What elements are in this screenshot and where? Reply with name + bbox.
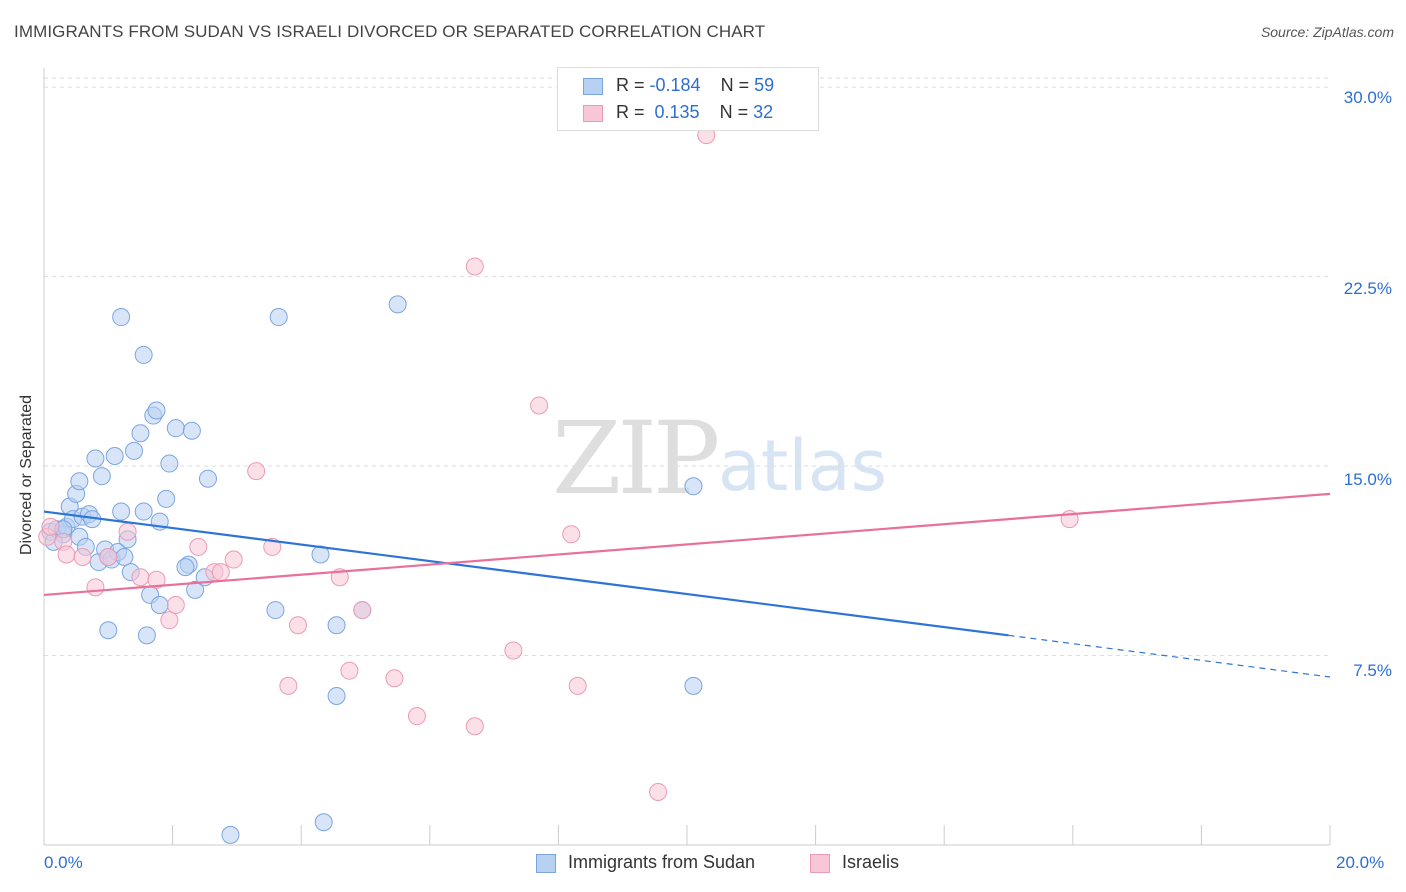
sudan-point-51 [221,825,240,844]
israelis-n-label: N = [719,102,754,122]
israelis-point-21 [340,661,359,680]
israelis-point-3 [57,545,76,564]
israelis-point-10 [160,611,179,630]
israelis-point-28 [530,396,549,415]
sudan-n-value: 59 [754,75,775,95]
israelis-point-4 [73,548,92,567]
sudan-point-48 [388,295,407,314]
israelis-point-16 [247,462,266,481]
israelis-point-29 [562,525,581,544]
sudan-point-35 [166,419,185,438]
israelis-point-31 [649,782,668,801]
israelis-point-17 [263,537,282,556]
sudan-point-45 [112,308,131,327]
y-tick-22-5: 22.5% [1343,279,1392,298]
sudan-point-17 [99,621,118,640]
israelis-r-value: 0.135 [649,102,700,122]
sudan-point-25 [125,441,144,460]
sudan-swatch [583,78,603,95]
sudan-r-label: R = [616,75,650,95]
sudan-point-52 [314,813,333,832]
israelis-point-5 [86,578,105,597]
israelis-point-9 [147,570,166,589]
israelis-point-23 [385,669,404,688]
sudan-r-value: -0.184 [649,75,701,95]
legend-sudan-label: Immigrants from Sudan [568,852,756,872]
israelis-point-15 [224,550,243,569]
y-tick-30: 30.0% [1343,88,1392,107]
y-tick-7-5: 7.5% [1353,661,1392,680]
israelis-point-18 [279,676,298,695]
source-label: Source: ZipAtlas.com [1260,24,1394,40]
chart-title: IMMIGRANTS FROM SUDAN VS ISRAELI DIVORCE… [14,22,766,41]
x-tick-0: 0.0% [44,853,83,872]
legend-israelis-label: Israelis [842,852,900,872]
israelis-point-1 [41,517,60,536]
y-axis-label: Divorced or Separated [18,394,35,555]
israelis-swatch [583,105,603,122]
israelis-point-12 [189,537,208,556]
israelis-point-19 [288,616,307,635]
sudan-point-47 [269,308,288,327]
israelis-point-25 [465,717,484,736]
sudan-point-31 [147,401,166,420]
israelis-trend-line [43,492,1331,597]
sudan-point-38 [186,580,205,599]
israelis-n-value: 32 [753,102,774,122]
israelis-point-30 [568,676,587,695]
israelis-point-8 [131,568,150,587]
israelis-r-label: R = [616,102,650,122]
sudan-point-22 [115,548,134,567]
israelis-point-22 [353,601,372,620]
sudan-point-54 [150,596,169,615]
sudan-point-37 [182,421,201,440]
sudan-point-21 [112,502,131,521]
sudan-point-15 [92,467,111,486]
israelis-point-24 [407,707,426,726]
sudan-point-13 [86,449,105,468]
watermark-atlas: atlas [718,425,888,507]
sudan-point-8 [70,472,89,491]
sudan-point-53 [327,686,346,705]
israelis-point-26 [465,257,484,276]
sudan-point-33 [157,489,176,508]
sudan-point-28 [137,626,156,645]
sudan-point-34 [160,454,179,473]
legend-israelis-swatch [810,854,830,873]
sudan-point-19 [105,446,124,465]
sudan-point-41 [266,601,285,620]
sudan-point-50 [684,676,703,695]
sudan-point-46 [134,345,153,364]
sudan-point-40 [198,469,217,488]
watermark-zip: ZIP [552,400,720,517]
sudan-point-43 [327,616,346,635]
sudan-n-label: N = [720,75,755,95]
sudan-point-27 [134,502,153,521]
legend-sudan-swatch [536,854,556,873]
sudan-point-55 [176,558,195,577]
sudan-trend-line [43,510,1009,637]
israelis-point-14 [211,563,230,582]
israelis-point-11 [166,596,185,615]
sudan-point-26 [131,424,150,443]
x-tick-20: 20.0% [1336,853,1385,872]
israelis-point-7 [118,522,137,541]
correlation-legend: R = -0.184 N = 59 R = 0.135 N = 32 [557,67,819,131]
sudan-point-49 [684,477,703,496]
israelis-point-6 [99,548,118,567]
israelis-point-27 [504,641,523,660]
y-tick-15: 15.0% [1343,470,1392,489]
sudan-trend-line-dashed [1008,634,1331,678]
